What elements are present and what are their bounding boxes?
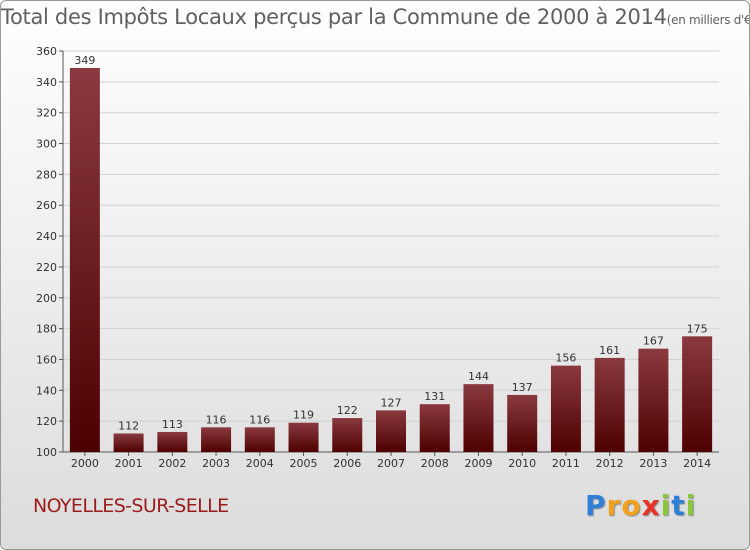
chart-title-main: Total des Impôts Locaux perçus par la Co… bbox=[1, 5, 667, 29]
logo-letter: i bbox=[660, 489, 672, 522]
commune-name: NOYELLES-SUR-SELLE bbox=[33, 495, 229, 517]
x-tick-label: 2009 bbox=[464, 457, 492, 470]
x-tick-label: 2014 bbox=[683, 457, 711, 470]
bar-2005 bbox=[288, 422, 319, 452]
logo-letter: t bbox=[671, 489, 686, 522]
y-tick-label: 360 bbox=[36, 45, 57, 58]
logo-letter: o bbox=[621, 489, 642, 522]
bar-value-label: 116 bbox=[206, 413, 227, 426]
logo-letter: r bbox=[606, 489, 622, 522]
bar-value-label: 156 bbox=[555, 352, 576, 365]
bar-2014 bbox=[682, 336, 713, 452]
bars bbox=[69, 67, 713, 452]
bar-2009 bbox=[463, 384, 494, 452]
x-tick-label: 2005 bbox=[290, 457, 318, 470]
bar-2008 bbox=[419, 404, 450, 452]
bar-2012 bbox=[594, 357, 625, 452]
y-tick-label: 280 bbox=[36, 168, 57, 181]
bar-value-label: 127 bbox=[381, 396, 402, 409]
bar-value-label: 113 bbox=[162, 418, 183, 431]
bar-value-label: 131 bbox=[424, 390, 445, 403]
bar-2006 bbox=[332, 418, 363, 452]
y-tick-label: 160 bbox=[36, 353, 57, 366]
x-tick-label: 2001 bbox=[115, 457, 143, 470]
y-tick-label: 220 bbox=[36, 261, 57, 274]
x-tick-label: 2000 bbox=[71, 457, 99, 470]
bar-value-label: 349 bbox=[74, 54, 95, 67]
y-tick-label: 200 bbox=[36, 292, 57, 305]
x-tick-label: 2007 bbox=[377, 457, 405, 470]
chart-title: Total des Impôts Locaux perçus par la Co… bbox=[1, 5, 750, 29]
logo-letter: i bbox=[685, 489, 697, 522]
bar-2004 bbox=[244, 427, 275, 452]
proxiti-logo: Proxiti bbox=[585, 489, 696, 522]
y-tick-label: 260 bbox=[36, 199, 57, 212]
bar-2013 bbox=[638, 348, 669, 452]
bar-2007 bbox=[376, 410, 406, 452]
x-tick-label: 2003 bbox=[202, 457, 230, 470]
x-tick-label: 2008 bbox=[421, 457, 449, 470]
bar-value-label: 161 bbox=[599, 344, 620, 357]
logo-letter: x bbox=[641, 489, 661, 522]
y-tick-label: 340 bbox=[36, 76, 57, 89]
bar-value-label: 122 bbox=[337, 404, 358, 417]
x-tick-label: 2010 bbox=[508, 457, 536, 470]
x-tick-label: 2006 bbox=[333, 457, 361, 470]
bar-2001 bbox=[113, 433, 144, 452]
bar-2002 bbox=[157, 431, 188, 452]
bar-value-label: 116 bbox=[249, 413, 270, 426]
bar-value-label: 167 bbox=[643, 335, 664, 348]
x-tick-label: 2013 bbox=[639, 457, 667, 470]
x-tick-label: 2002 bbox=[158, 457, 186, 470]
y-tick-label: 120 bbox=[36, 415, 57, 428]
bar-2003 bbox=[201, 427, 232, 452]
chart-title-unit: (en milliers d'€) bbox=[666, 13, 750, 27]
bar-2010 bbox=[507, 394, 538, 452]
labels: 100 120 140 160 180 200 220 240 260 280 300 320 340 3… bbox=[36, 45, 711, 470]
bar-2000 bbox=[69, 67, 100, 452]
bar-value-label: 112 bbox=[118, 419, 139, 432]
bar-2011 bbox=[550, 365, 581, 452]
bar-value-label: 119 bbox=[293, 409, 314, 422]
y-tick-label: 140 bbox=[36, 384, 57, 397]
y-tick-label: 320 bbox=[36, 107, 57, 120]
y-tick-label: 240 bbox=[36, 230, 57, 243]
bar-value-label: 137 bbox=[512, 381, 533, 394]
y-tick-label: 300 bbox=[36, 138, 57, 151]
x-tick-label: 2011 bbox=[552, 457, 580, 470]
bar-value-label: 144 bbox=[468, 370, 489, 383]
x-tick-label: 2012 bbox=[596, 457, 624, 470]
logo-letter: P bbox=[585, 489, 607, 522]
x-tick-label: 2004 bbox=[246, 457, 274, 470]
y-tick-label: 100 bbox=[36, 446, 57, 459]
y-tick-label: 180 bbox=[36, 323, 57, 336]
bar-value-label: 175 bbox=[687, 322, 708, 335]
